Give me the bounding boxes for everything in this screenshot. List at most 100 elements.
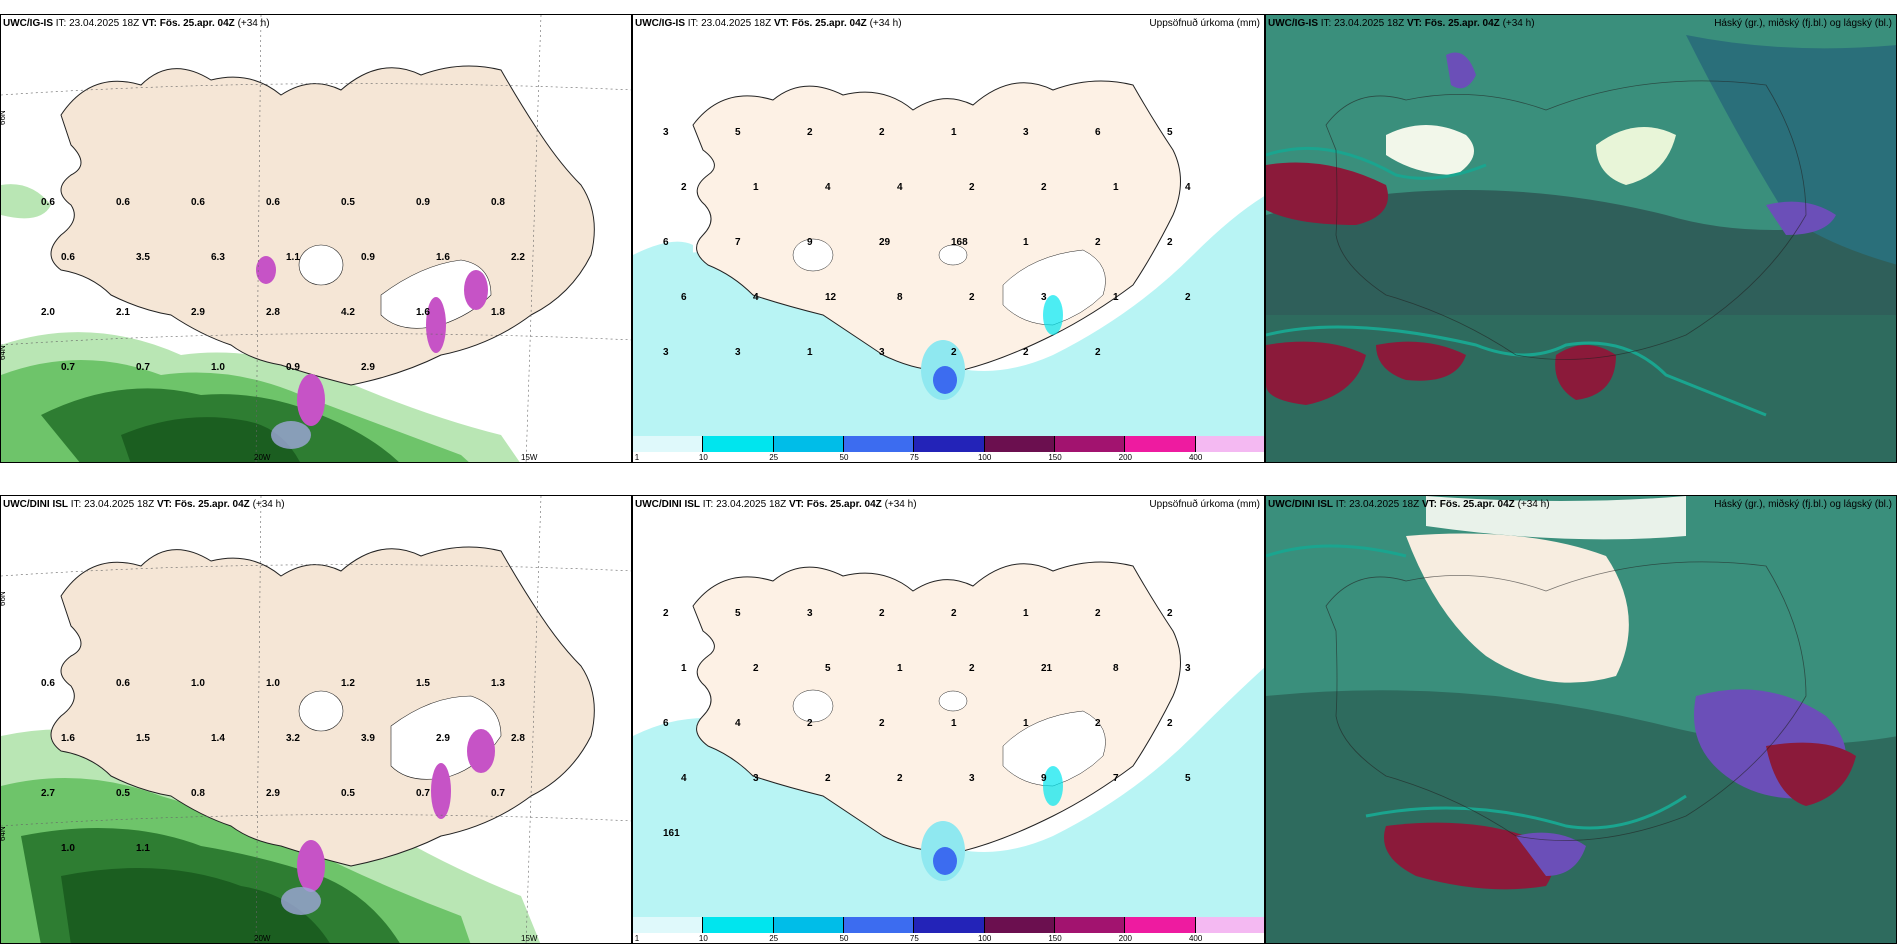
init-label: IT: (55, 18, 67, 29)
value-label: 2 (969, 292, 975, 303)
svg-text:66N: 66N (1, 110, 7, 125)
value-label: 2.9 (361, 362, 375, 373)
svg-text:15W: 15W (521, 453, 538, 462)
value-label: 0.6 (116, 197, 130, 208)
value-label: 21 (1041, 663, 1053, 674)
value-label: 1.0 (191, 678, 205, 689)
value-label: 1 (897, 663, 903, 674)
value-label: 0.7 (491, 788, 505, 799)
valid-label: VT: (788, 499, 804, 510)
value-label: 2 (969, 182, 975, 193)
wind-value-labels: 0.6 0.6 0.6 0.6 0.5 0.9 0.8 0.6 3.5 6.3 1.1 0.9 1.6 2… (41, 197, 525, 373)
value-label: 0.9 (416, 197, 430, 208)
colorbar-tick: 75 (909, 453, 919, 462)
model-name: UWC/IG-IS (3, 18, 53, 29)
svg-text:64N: 64N (1, 345, 7, 360)
value-label: 0.6 (61, 252, 75, 263)
colorbar-tick: 400 (1188, 934, 1203, 943)
value-label: 1.0 (211, 362, 225, 373)
value-label: 1.4 (211, 733, 225, 744)
value-label: 2 (879, 718, 885, 729)
wind-panel-row1: UWC/IG-IS IT: 23.04.2025 18Z VT: Fös. 25… (0, 14, 632, 463)
panel-header: UWC/IG-IS IT: 23.04.2025 18Z VT: Fös. 25… (635, 18, 902, 29)
colorbar-tick: 1 (634, 934, 640, 943)
colorbar-tick: 150 (1048, 453, 1062, 462)
valid-value: Fös. 25.apr. 04Z (159, 18, 235, 29)
valid-value: Fös. 25.apr. 04Z (1439, 499, 1515, 510)
colorbar-tick: 50 (839, 453, 849, 462)
value-label: 2.8 (266, 307, 280, 318)
init-value: 23.04.2025 18Z (69, 18, 140, 29)
value-label: 0.6 (41, 197, 55, 208)
value-label: 0.5 (116, 788, 130, 799)
value-label: 2 (1185, 292, 1191, 303)
value-label: 3.9 (361, 733, 375, 744)
model-name: UWC/IG-IS (1268, 18, 1318, 29)
cloud-panel-row1: UWC/IG-IS IT: 23.04.2025 18Z VT: Fös. 25… (1265, 14, 1897, 463)
init-label: IT: (1320, 18, 1332, 29)
colorbar-cell (633, 917, 704, 933)
value-label: 2.7 (41, 788, 55, 799)
value-label: 0.6 (41, 678, 55, 689)
colorbar-tick: 25 (769, 934, 779, 943)
value-label: 1.0 (61, 843, 75, 854)
valid-label: VT: (1421, 499, 1437, 510)
value-label: 3 (753, 773, 759, 784)
precip-value-labels: 3 5 2 2 1 3 6 52 1 4 4 2 2 1 46 7 9 29 168 1 2 26 4 12 8 2 3 1 23 3 1 3… (663, 127, 1191, 358)
value-label: 1 (753, 182, 759, 193)
value-label: 3 (969, 773, 975, 784)
value-label: 2 (753, 663, 759, 674)
value-label: 7 (1113, 773, 1119, 784)
value-label: 0.6 (191, 197, 205, 208)
value-label: 5 (735, 127, 741, 138)
valid-value: Fös. 25.apr. 04Z (791, 18, 867, 29)
value-label: 2 (663, 608, 669, 619)
value-label: 5 (825, 663, 831, 674)
value-label: 5 (1185, 773, 1191, 784)
colorbar-cell (844, 917, 915, 933)
init-label: IT: (70, 499, 82, 510)
lead-time: (+34 h) (1502, 18, 1535, 29)
value-label: 6 (681, 292, 687, 303)
value-label: 29 (879, 237, 891, 248)
value-label: 1.6 (436, 252, 450, 263)
wind-panel-row2: UWC/DINI ISL IT: 23.04.2025 18Z VT: Fös.… (0, 495, 632, 944)
value-label: 0.7 (136, 362, 150, 373)
value-label: 1 (951, 127, 957, 138)
precip-panel-row2: UWC/DINI ISL IT: 23.04.2025 18Z VT: Fös.… (632, 495, 1265, 944)
value-label: 2.9 (191, 307, 205, 318)
value-label: 2.9 (266, 788, 280, 799)
value-label: 1 (681, 663, 687, 674)
panel-header: UWC/DINI ISL IT: 23.04.2025 18Z VT: Fös.… (1268, 499, 1550, 510)
value-label: 5 (1167, 127, 1173, 138)
colorbar: 1 10 25 50 75 100 150 200 400 (633, 436, 1264, 462)
init-value: 23.04.2025 18Z (1349, 499, 1420, 510)
colorbar-tick: 10 (698, 934, 708, 943)
value-label: 6 (1095, 127, 1101, 138)
colorbar-tick: 100 (977, 453, 992, 462)
value-label: 3 (879, 347, 885, 358)
value-label: 3 (1023, 127, 1029, 138)
model-name: UWC/DINI ISL (3, 499, 68, 510)
value-label: 2 (1095, 718, 1101, 729)
valid-value: Fös. 25.apr. 04Z (1424, 18, 1500, 29)
value-label: 6 (663, 237, 669, 248)
value-label: 5 (735, 608, 741, 619)
colorbar-cell (984, 917, 1055, 933)
value-label: 1 (1113, 292, 1119, 303)
value-label: 2 (825, 773, 831, 784)
panel-header: UWC/DINI ISL IT: 23.04.2025 18Z VT: Fös.… (635, 499, 917, 510)
lead-time: (+34 h) (884, 499, 917, 510)
value-label: 1 (1023, 608, 1029, 619)
value-label: 4.2 (341, 307, 355, 318)
value-label: 4 (753, 292, 759, 303)
value-label: 2 (951, 347, 957, 358)
value-label: 8 (1113, 663, 1119, 674)
value-label: 0.9 (286, 362, 300, 373)
value-label: 2.2 (511, 252, 525, 263)
value-label: 2.1 (116, 307, 130, 318)
model-name: UWC/DINI ISL (635, 499, 700, 510)
colorbar-tick: 1 (634, 453, 640, 462)
value-label: 7 (735, 237, 741, 248)
